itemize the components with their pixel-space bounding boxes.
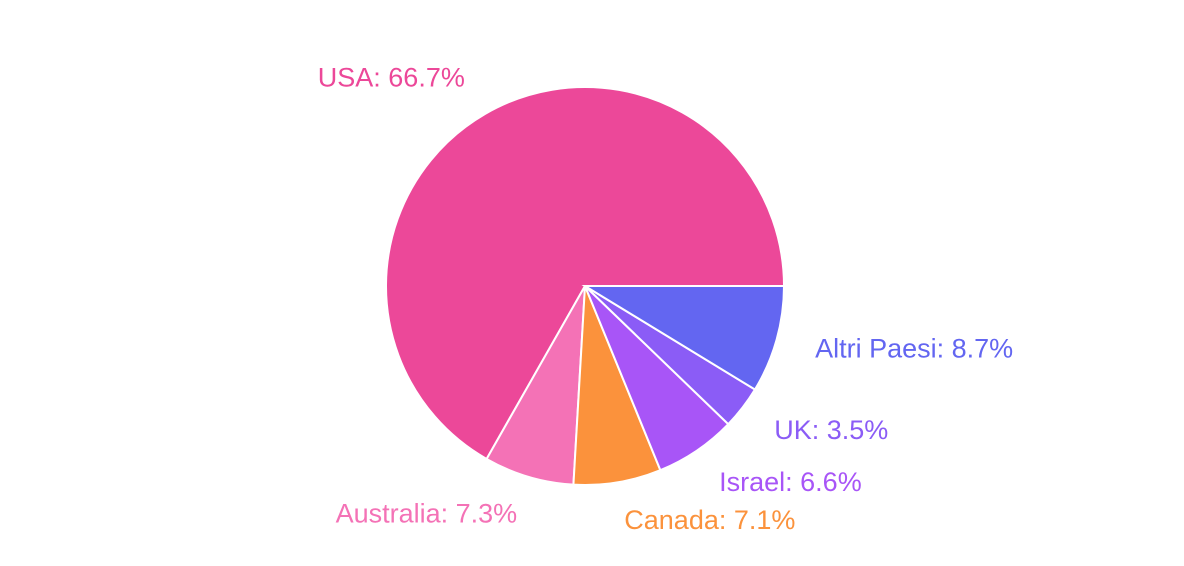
pie-slice bbox=[385, 86, 786, 461]
slice-label: Israel: 6.6% bbox=[719, 467, 862, 497]
slice-label: Canada: 7.1% bbox=[624, 505, 795, 535]
slice-label: USA: 66.7% bbox=[318, 63, 465, 93]
pie-slice bbox=[581, 285, 786, 391]
slice-label: Altri Paesi: 8.7% bbox=[815, 334, 1013, 364]
slice-label: UK: 3.5% bbox=[774, 415, 888, 445]
slice-label: Australia: 7.3% bbox=[336, 498, 518, 528]
